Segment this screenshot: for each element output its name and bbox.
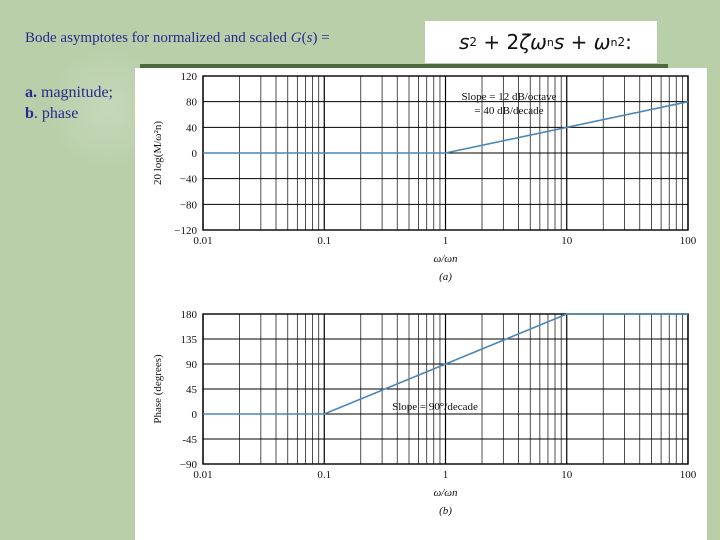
formula-s2: s	[553, 30, 565, 54]
formula-omega: ω	[530, 30, 547, 54]
y-axis-label-a: 20 log(M/ω²n)	[152, 121, 164, 185]
legend-b-text: . phase	[33, 105, 79, 122]
formula-plus-2: + 2	[483, 30, 520, 54]
x-tick-label-b: 1	[443, 469, 449, 481]
legend-a-label: a.	[25, 84, 37, 101]
y-tick-label-a: −80	[180, 199, 198, 211]
plot-frame-b	[202, 313, 689, 465]
title-divider	[140, 64, 668, 68]
title-variable: s	[306, 30, 313, 46]
legend-item-a: a. magnitude;	[25, 82, 113, 103]
y-tick-label-a: 40	[186, 122, 198, 134]
y-tick-label-b: −90	[180, 459, 198, 471]
slope-annotation-b: Slope = 90°/decade	[392, 401, 478, 413]
formula-colon: :	[625, 30, 632, 54]
y-tick-label-a: 0	[192, 148, 198, 160]
x-axis-label-b: ω/ωn	[433, 487, 458, 499]
x-tick-label-b: 0.1	[317, 469, 331, 481]
y-axis-label-b: Phase (degrees)	[152, 354, 164, 424]
panel-legend: a. magnitude; b. phase	[25, 82, 113, 124]
x-tick-label-a: 0.1	[317, 235, 331, 247]
title-close: ) =	[312, 30, 330, 46]
legend-b-label: b	[25, 105, 34, 122]
formula-zeta: ζ	[519, 30, 531, 54]
title-prefix: Bode asymptotes for normalized and scale…	[25, 30, 291, 46]
panel-caption-a: (a)	[439, 271, 452, 283]
series-line-b	[203, 313, 688, 415]
formula-s-exponent: 2	[469, 35, 478, 49]
figure-panel: 120 80 40 0 −40 −80 −120 0.01 0.1 1 10 100 ω/ωn (a) 20…	[135, 68, 707, 540]
x-tick-label-a: 10	[561, 235, 573, 247]
y-tick-label-a: 80	[186, 97, 198, 109]
title-open-paren: (	[301, 30, 307, 46]
x-tick-label-a: 1	[443, 235, 449, 247]
x-tick-label-b: 100	[680, 469, 697, 481]
formula-s: s	[459, 30, 470, 54]
y-tick-label-b: 0	[192, 409, 198, 421]
title-function: G	[290, 30, 302, 46]
legend-item-b: b. phase	[25, 103, 113, 124]
legend-a-text: magnitude;	[37, 84, 113, 101]
formula-plus: +	[570, 30, 588, 54]
y-tick-label-b: 45	[186, 384, 198, 396]
slope-annotation-a: = 40 dB/decade	[474, 105, 543, 117]
y-tick-label-a: −120	[174, 225, 197, 237]
x-tick-label-b: 10	[561, 469, 573, 481]
slope-annotation-a: Slope = 12 dB/octave	[461, 91, 556, 103]
y-tick-label-a: −40	[180, 174, 198, 186]
x-tick-label-a: 0.01	[193, 235, 212, 247]
formula-omega-exponent: 2	[617, 35, 626, 49]
x-tick-label-b: 0.01	[193, 469, 212, 481]
x-tick-label-a: 100	[680, 235, 697, 247]
x-axis-label-a: ω/ωn	[433, 253, 458, 265]
formula-n-subscript2: n	[610, 35, 618, 49]
y-tick-label-b: -45	[182, 434, 197, 446]
formula-omega2: ω	[593, 30, 611, 54]
formula-n-subscript: n	[546, 35, 554, 49]
slide-title: Bode asymptotes for normalized and scale…	[25, 30, 330, 47]
y-tick-label-b: 135	[181, 334, 198, 346]
y-tick-label-b: 180	[181, 309, 198, 321]
y-tick-label-a: 120	[181, 71, 198, 83]
panel-caption-b: (b)	[439, 505, 452, 517]
y-tick-label-b: 90	[186, 359, 198, 371]
